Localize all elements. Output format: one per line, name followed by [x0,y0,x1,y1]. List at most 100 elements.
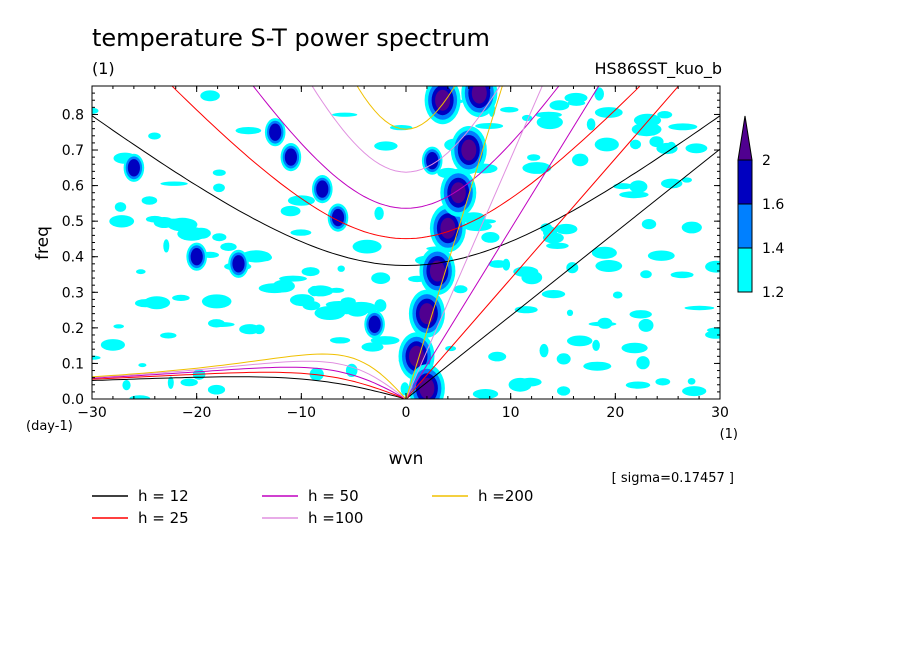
speckle-region [122,380,131,391]
speckle-region [588,321,617,327]
speckle-region [400,382,410,396]
kelvin-curve [405,86,543,399]
x-axis-label: wvn [389,449,424,469]
speckle-region [536,115,563,130]
speckle-region [109,215,135,228]
legend-label: h =100 [308,509,363,527]
significant-region [190,248,203,266]
sigma-note: [ sigma=0.17457 ] [612,471,734,486]
significant-region [429,260,445,282]
speckle-region [636,356,650,370]
speckle-region [629,180,648,193]
gravity-wave-curve [171,86,641,240]
speckle-region [370,336,400,345]
significant-region [331,208,345,227]
rossby-curve [92,371,407,399]
y-tick-label: 0.6 [62,179,84,195]
speckle-region [138,363,147,368]
speckle-region [684,305,715,311]
y-tick-label: 0.2 [62,321,84,337]
rossby-curve [92,360,407,399]
chart-title: temperature S-T power spectrum [92,24,490,52]
speckle-region [705,260,720,273]
significant-region [368,315,381,333]
speckle-region [629,310,652,319]
speckle-region [508,377,532,392]
speckle-region [572,153,589,167]
speckle-region [332,112,358,117]
x-axis-ticks: −30 −20 −10 0 10 20 30 [77,86,729,421]
speckle-region [591,246,617,259]
kelvin-curve [405,86,680,399]
speckle-region [190,227,211,239]
speckle-region [705,330,720,339]
significant-region [232,255,245,273]
speckle-region [340,297,356,306]
speckle-region [612,291,623,299]
speckle-region [594,137,619,152]
significant-region [450,182,466,204]
speckle-region [201,294,232,309]
speckle-region [641,219,657,230]
significant-region [269,123,282,141]
rossby-curve [92,353,407,399]
colorbar: 1.2 1.4 1.6 2 [737,115,784,301]
speckle-region [208,319,225,328]
speckle-region [239,324,260,335]
speckle-region [172,294,190,301]
speckle-region [638,318,654,332]
speckle-region [361,342,384,352]
speckle-region [521,270,543,285]
speckle-region [207,384,226,395]
x-tick-label: 0 [402,405,411,421]
speckle-region [337,265,345,272]
speckle-region [540,223,553,233]
colorbar-segment [737,247,753,293]
y-axis-ticks: 0.0 0.1 0.2 0.3 0.4 0.5 0.6 0.7 0.8 [62,92,720,408]
units-label: (1) [92,59,115,78]
speckle-region [557,386,571,396]
speckle-region [463,221,492,232]
speckle-region [301,267,320,277]
speckle-region [212,233,227,242]
speckle-region [352,239,382,254]
x-unit-label: (1) [720,427,738,442]
speckle-region [279,275,307,282]
speckle-region [148,132,161,140]
kelvin-curve [405,148,720,399]
speckle-region [129,395,151,399]
gravity-wave-curve [252,86,560,209]
speckle-region [163,239,170,253]
speckle-region [479,219,497,224]
speckle-region [594,87,604,101]
speckle-region [567,335,593,347]
speckle-region [539,343,549,358]
speckle-region [475,123,504,129]
y-tick-label: 0.5 [62,214,84,230]
speckle-region [647,250,675,261]
speckle-region [592,339,600,351]
speckle-region [546,242,569,249]
speckle-region [549,100,570,111]
speckle-region [314,306,346,320]
speckle-region [661,178,683,189]
speckle-region [290,229,312,236]
speckle-region [453,285,468,294]
speckle-region [527,154,541,161]
x-tick-label: 10 [502,405,520,421]
speckle-region [541,290,566,299]
speckle-region [625,381,651,389]
speckle-region [687,378,696,385]
speckle-region [522,114,533,122]
speckle-region [302,301,321,311]
speckle-region [668,123,698,131]
speckle-region [555,223,578,235]
significant-region [435,89,451,111]
speckle-region [523,166,544,172]
kelvin-curve [405,86,503,399]
colorbar-label: 2 [762,153,771,169]
x-tick-label: −20 [182,405,212,421]
significant-region [461,139,477,161]
legend-label: h =200 [478,487,533,505]
